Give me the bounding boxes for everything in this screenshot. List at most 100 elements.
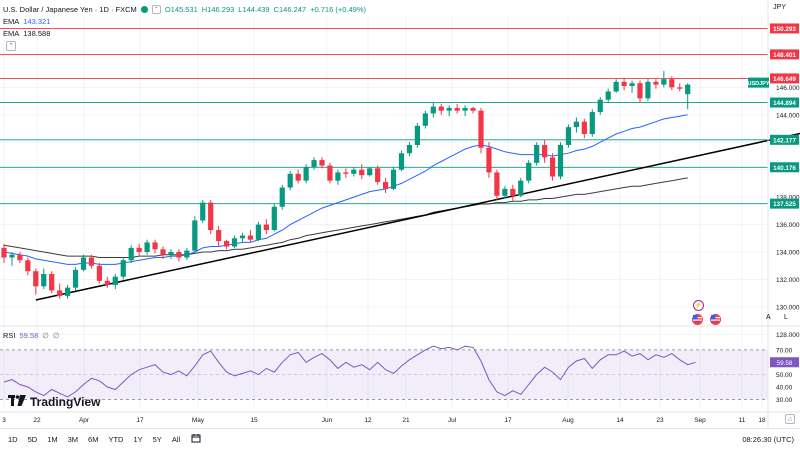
lightning-event-icon[interactable]: ⚡ <box>693 300 704 311</box>
candle-body <box>160 249 166 255</box>
candle-body <box>152 242 158 250</box>
candle-body <box>343 172 349 174</box>
time-tick-label: 17 <box>504 417 512 424</box>
bottom-toolbar: 1D 5D 1M 3M 6M YTD 1Y 5Y All 08:26:30 (U… <box>0 428 800 449</box>
candle <box>224 239 230 250</box>
candle <box>422 110 428 129</box>
timeframe-ytd[interactable]: YTD <box>108 434 124 444</box>
candle-body <box>57 290 63 296</box>
tradingview-logo: TradingView <box>8 394 100 409</box>
candle-body <box>454 107 460 111</box>
candle-body <box>430 106 436 114</box>
rsi-series <box>3 345 696 398</box>
timeframe-all[interactable]: All <box>171 434 181 444</box>
candle-body <box>25 260 31 272</box>
timeframe-1d[interactable]: 1D <box>8 434 18 444</box>
time-tick-label: Jul <box>448 417 457 424</box>
candle <box>65 284 71 299</box>
timeframe-5y[interactable]: 5Y <box>152 434 162 444</box>
candle-body <box>80 257 87 270</box>
candle-body <box>41 273 47 287</box>
price-grid <box>0 16 768 408</box>
candle <box>319 157 325 169</box>
price-tick-label: 136.000 <box>776 222 800 229</box>
price-tick-label: 132.000 <box>776 277 800 284</box>
timeframe-5d[interactable]: 5D <box>27 434 38 444</box>
candle-body <box>502 188 508 196</box>
candle <box>263 219 269 235</box>
time-axis-settings-icon[interactable]: ⌂ <box>785 414 795 424</box>
candle <box>279 184 285 210</box>
candle-body <box>239 235 246 239</box>
candle <box>120 257 126 280</box>
candle <box>589 109 595 137</box>
auto-scale-button[interactable]: A <box>766 314 771 321</box>
candle <box>462 105 468 117</box>
indicator-ema-fast[interactable]: EMA 143.321 <box>3 17 50 26</box>
currency-label: JPY <box>773 4 786 11</box>
indicator-ema-slow[interactable]: EMA 138.588 <box>3 29 50 38</box>
candle <box>231 235 238 248</box>
candle <box>613 79 619 93</box>
candle-body <box>287 173 293 188</box>
symbol-tag: USDJPY <box>747 81 769 87</box>
ohlc-low: L144.439 <box>238 4 270 14</box>
candle <box>375 165 381 185</box>
indicator-rsi[interactable]: RSI 59.58 ∅ ∅ <box>3 331 59 340</box>
candle-body <box>367 168 373 176</box>
level-label-bg <box>770 134 799 145</box>
candle <box>406 142 413 156</box>
candle-body <box>446 107 452 111</box>
candle <box>80 254 87 272</box>
candle-body <box>637 83 643 99</box>
candle <box>542 139 548 163</box>
candle-body <box>104 280 110 285</box>
level-label: 148.401 <box>773 52 796 59</box>
level-label: 140.176 <box>773 165 796 172</box>
trendline <box>35 132 800 301</box>
time-tick-label: Aug <box>562 417 574 424</box>
us-flag-event-icon-2[interactable] <box>710 314 721 325</box>
timeframe-1y[interactable]: 1Y <box>133 434 143 444</box>
price-tick-label: 134.000 <box>776 250 800 257</box>
candle-body <box>224 241 230 247</box>
rsi-tick-label: 40.00 <box>776 384 793 391</box>
log-scale-button[interactable]: L <box>784 314 788 321</box>
symbol-tag-bg <box>748 77 769 88</box>
symbol-title[interactable]: U.S. Dollar / Japanese Yen · 1D · FXCM <box>3 4 137 14</box>
candle-body <box>136 247 142 253</box>
candle-body <box>295 173 301 181</box>
candle-body <box>17 254 23 261</box>
candle <box>255 221 261 242</box>
ohlc-high: H146.293 <box>201 4 235 14</box>
candle <box>637 80 643 103</box>
candle <box>287 171 293 191</box>
candle-body <box>470 107 476 111</box>
candle-body <box>653 81 659 85</box>
candle <box>621 77 627 91</box>
timeframe-6m[interactable]: 6M <box>88 434 99 444</box>
collapse-indicators-icon[interactable]: ⌃ <box>6 41 16 51</box>
level-label: 150.293 <box>773 26 796 33</box>
calendar-icon[interactable] <box>191 433 201 445</box>
candle-series <box>1 70 691 299</box>
rsi-band <box>0 349 768 400</box>
candle <box>510 184 516 202</box>
candle-body <box>49 273 55 291</box>
timeframe-1m[interactable]: 1M <box>47 434 58 444</box>
candle-body <box>319 160 325 166</box>
candle-body <box>128 247 134 261</box>
candle <box>605 88 611 103</box>
candle <box>390 166 397 191</box>
support-resistance-levels <box>0 27 768 205</box>
time-tick-label: 22 <box>33 417 41 424</box>
chevron-icon[interactable]: ⌃ <box>151 4 161 14</box>
us-flag-event-icon[interactable] <box>692 314 703 325</box>
timeframe-3m[interactable]: 3M <box>67 434 79 444</box>
price-tick-label: 128.000 <box>776 332 800 339</box>
candle-body <box>351 169 357 174</box>
candle-body <box>255 224 261 240</box>
price-tick-label: 144.000 <box>776 112 800 119</box>
candle <box>470 106 476 114</box>
